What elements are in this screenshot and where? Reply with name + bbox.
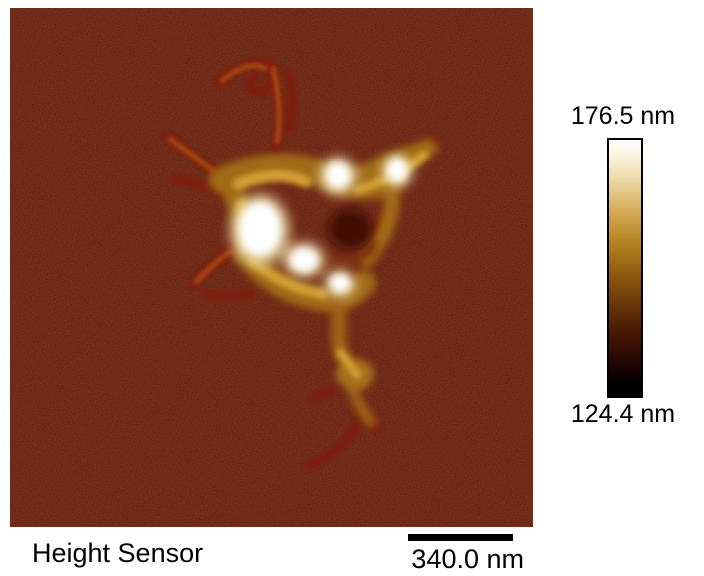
color-scale-max-label: 176.5 nm [570,102,676,130]
color-scale-min-label: 124.4 nm [570,400,676,428]
white-peaks [239,158,407,292]
channel-label: Height Sensor [32,538,204,568]
scale-bar [408,534,513,541]
color-scale-bar [607,138,643,398]
dark-body-accents [283,200,378,268]
afm-height-image-render [10,8,533,527]
afm-height-image [10,8,533,527]
scale-bar-label: 340.0 nm [411,544,524,574]
orange-filament-cores [168,63,282,284]
ring-hole [328,209,372,249]
